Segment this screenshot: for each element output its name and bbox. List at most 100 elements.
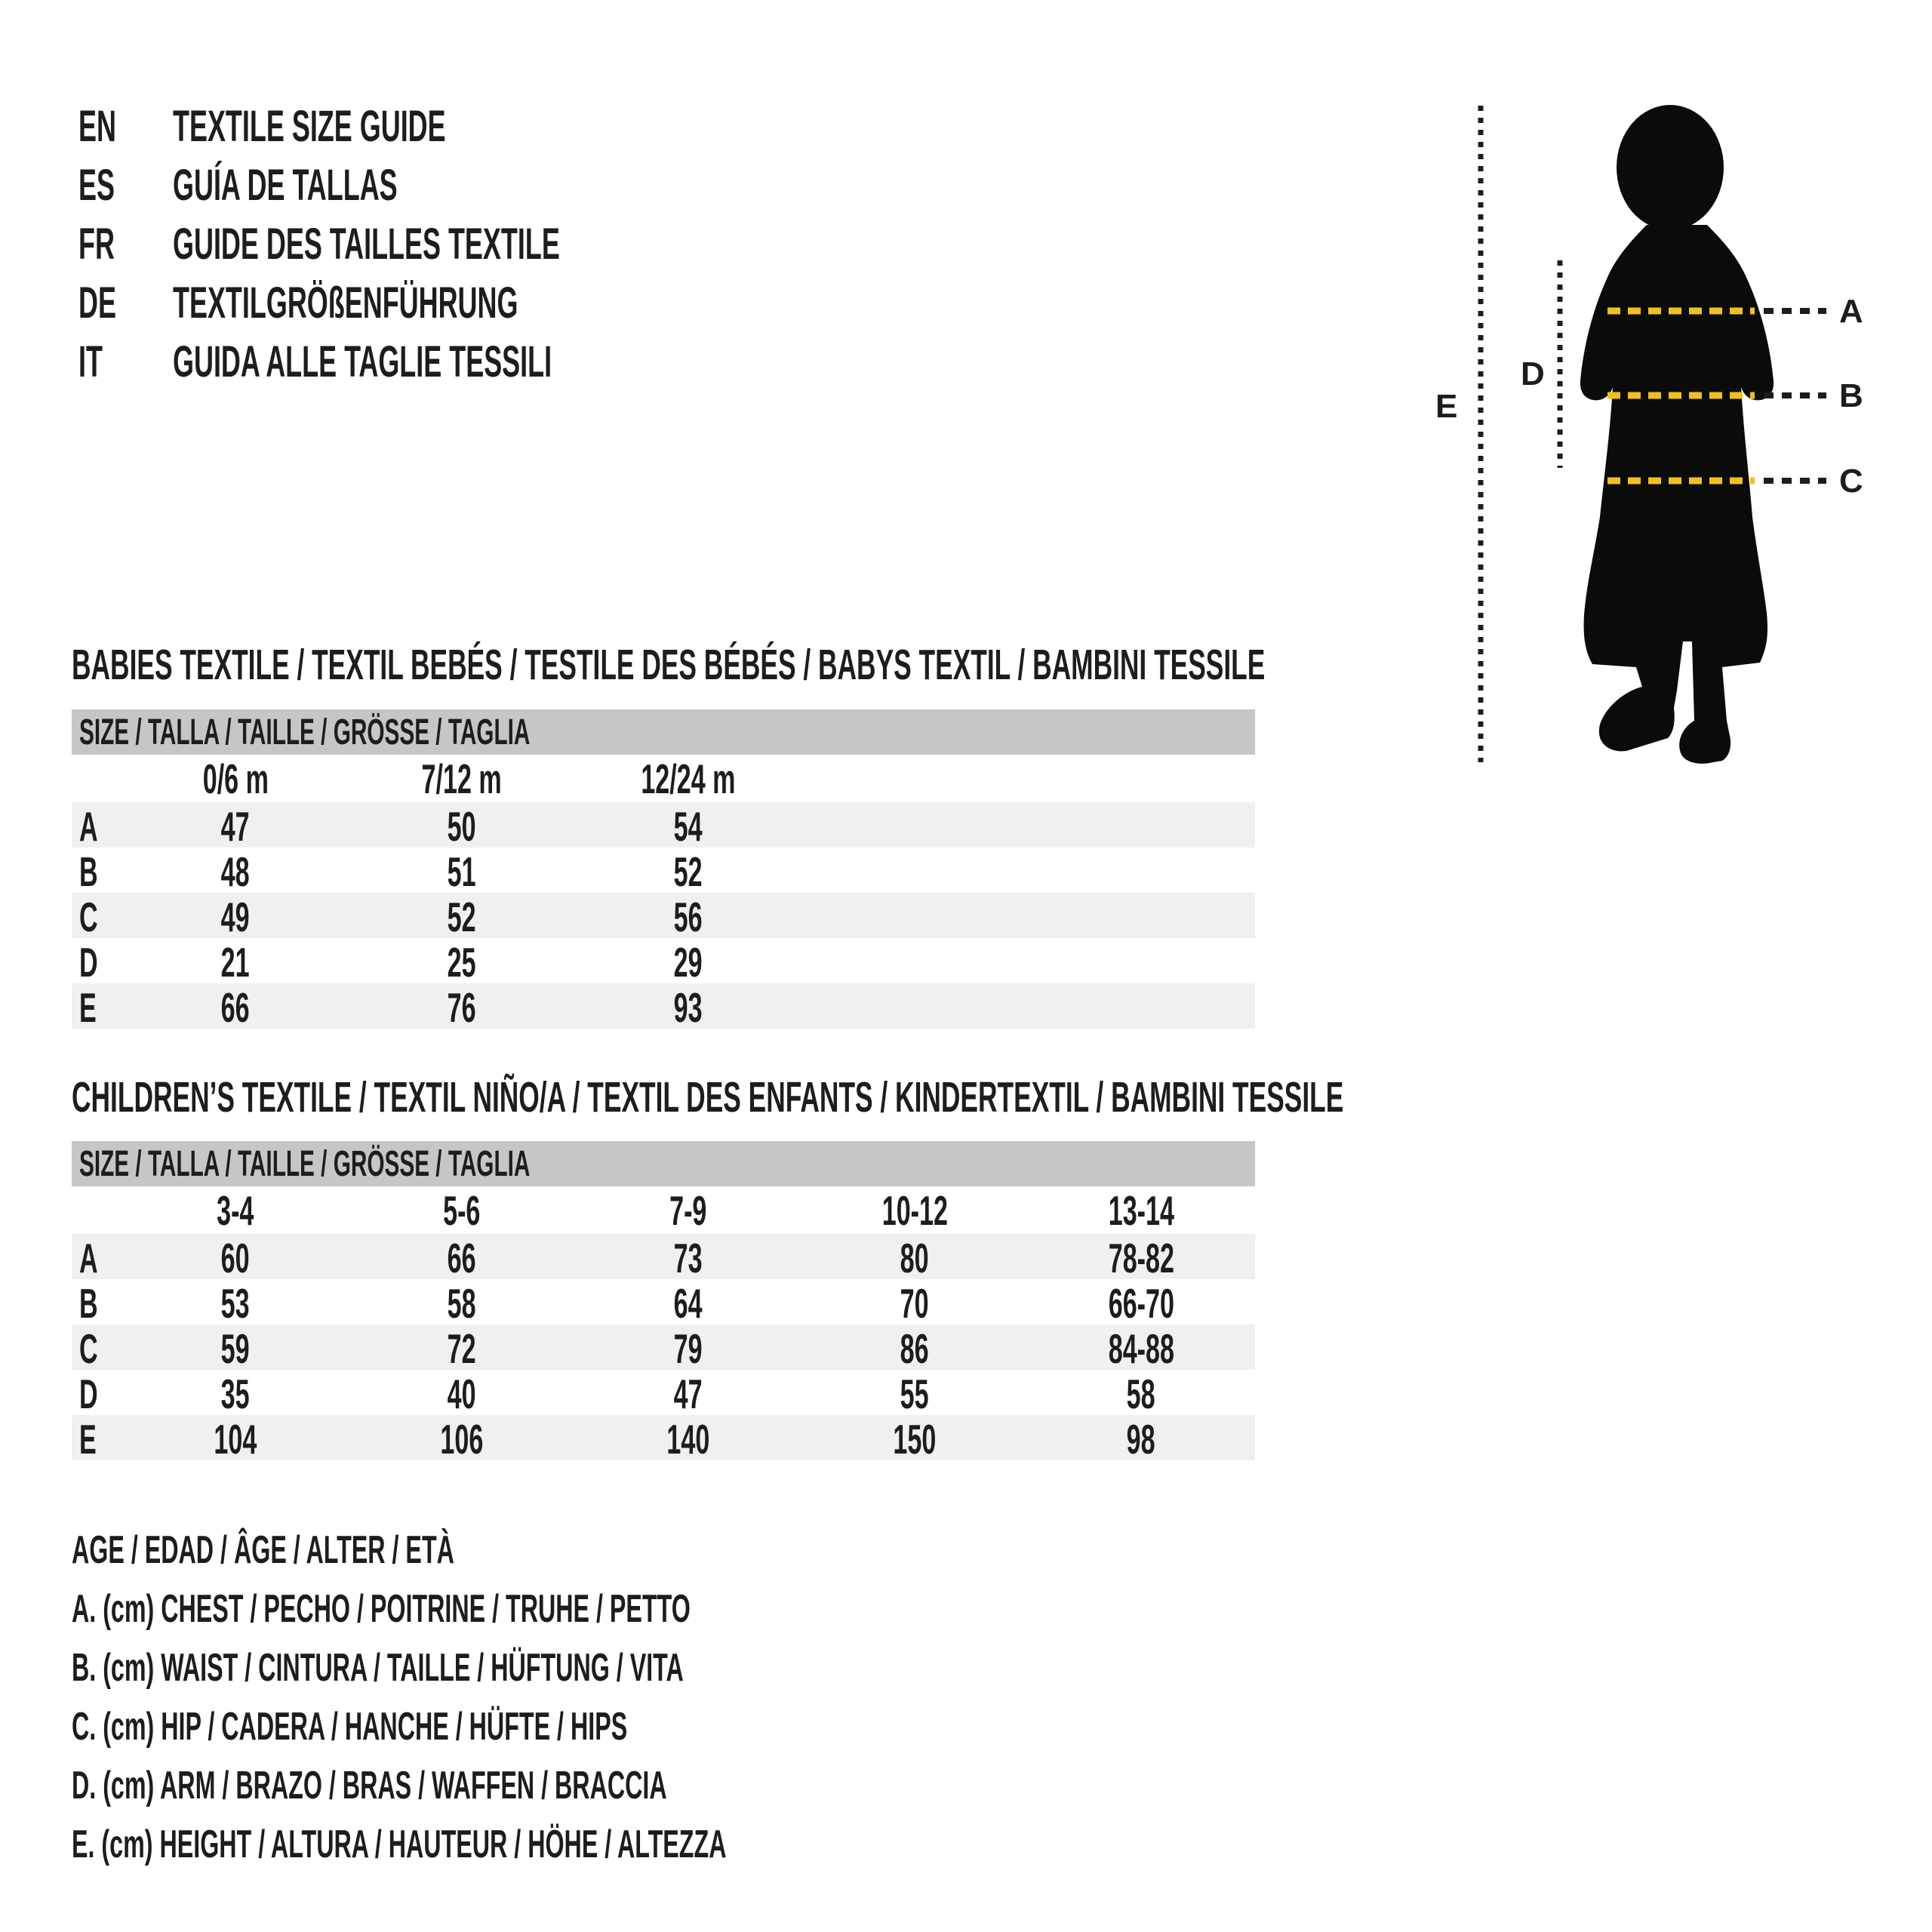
text-label: 72 — [448, 1325, 476, 1372]
text-label: 0/6 m — [202, 755, 269, 802]
text-label: 73 — [674, 1235, 703, 1281]
text-label: 70 — [900, 1280, 929, 1327]
legend-line: AGE / EDAD / ÂGE / ALTER / ETÀ — [72, 1521, 1128, 1580]
text-label: D. (cm) ARM / BRAZO / BRAS / WAFFEN / BR… — [72, 1764, 667, 1807]
label-e: E — [1435, 388, 1457, 425]
language-row: FR GUIDE DES TAILLES TEXTILE — [78, 214, 797, 273]
language-row: EN TEXTILE SIZE GUIDE — [78, 97, 797, 155]
table-body: A 60 66 73 80 78-82 B 53 58 64 70 66-70 C 59 72 79 86 84-… — [72, 1234, 1255, 1463]
label-d: D — [1521, 355, 1545, 392]
text-label: 106 — [440, 1416, 484, 1463]
size-value: 29 — [575, 938, 801, 986]
size-value: 55 — [801, 1370, 1028, 1418]
text-label: 40 — [448, 1371, 476, 1417]
size-value: 54 — [575, 802, 801, 851]
language-code: IT — [78, 337, 173, 387]
language-title: GUIDE DES TAILLES TEXTILE — [173, 219, 797, 269]
text-label: 29 — [674, 939, 703, 986]
size-value: 76 — [349, 983, 575, 1032]
text-label: 64 — [674, 1280, 703, 1327]
row-label: A — [72, 802, 122, 851]
text-label: AGE / EDAD / ÂGE / ALTER / ETÀ — [72, 1528, 454, 1572]
text-label: 79 — [674, 1325, 703, 1372]
text-label: 10-12 — [881, 1187, 948, 1234]
text-label: B — [79, 1280, 98, 1327]
text-label: 7/12 m — [421, 755, 503, 802]
text-label: A — [79, 1235, 98, 1281]
size-value: 66 — [349, 1234, 575, 1282]
size-value: 66-70 — [1028, 1279, 1254, 1327]
language-title: TEXTILGRÖßENFÜHRUNG — [173, 278, 730, 328]
text-label: FR — [78, 219, 115, 269]
text-label: A. (cm) CHEST / PECHO / POITRINE / TRUHE… — [72, 1587, 691, 1631]
size-value: 58 — [349, 1279, 575, 1327]
text-label: 52 — [674, 848, 703, 895]
table-header-bar: SIZE / TALLA / TAILLE / GRÖSSE / TAGLIA — [72, 709, 1255, 755]
text-label: B. (cm) WAIST / CINTURA / TAILLE / HÜFTU… — [72, 1646, 684, 1690]
text-label: 51 — [448, 848, 476, 895]
text-label: 98 — [1127, 1416, 1155, 1463]
babies-size-table: SIZE / TALLA / TAILLE / GRÖSSE / TAGLIA … — [72, 709, 1255, 1032]
row-label: E — [72, 1415, 122, 1463]
text-label: 53 — [221, 1280, 250, 1327]
legend-line: A. (cm) CHEST / PECHO / POITRINE / TRUHE… — [72, 1580, 1128, 1638]
size-value: 150 — [801, 1415, 1028, 1463]
table-row: C 49 52 56 — [72, 893, 1255, 941]
language-title: TEXTILE SIZE GUIDE — [173, 101, 613, 152]
text-label: E. (cm) HEIGHT / ALTURA / HAUTEUR / HÖHE… — [72, 1823, 727, 1866]
text-label: 12/24 m — [641, 755, 736, 802]
text-label: 5-6 — [443, 1187, 481, 1234]
size-value: 47 — [122, 802, 349, 851]
text-label: C — [79, 1325, 98, 1372]
table-row: B 53 58 64 70 66-70 — [72, 1279, 1255, 1327]
text-label: C — [79, 894, 98, 940]
language-row: IT GUIDA ALLE TAGLIE TESSILI — [78, 332, 797, 391]
size-value: 106 — [349, 1415, 575, 1463]
text-label: 58 — [1127, 1371, 1155, 1417]
text-label: TEXTILE SIZE GUIDE — [173, 101, 446, 151]
text-label: 93 — [674, 984, 703, 1031]
text-label: 66-70 — [1108, 1280, 1174, 1327]
measurement-legend: AGE / EDAD / ÂGE / ALTER / ETÀ A. (cm) CH… — [72, 1521, 1128, 1874]
size-value: 52 — [575, 848, 801, 896]
table-row: C 59 72 79 86 84-88 — [72, 1324, 1255, 1373]
legend-line: C. (cm) HIP / CADERA / HANCHE / HÜFTE / … — [72, 1697, 1128, 1756]
child-silhouette-figure: A B C D E — [1435, 105, 1863, 764]
text-label: 48 — [221, 848, 250, 895]
text-label: 35 — [221, 1371, 250, 1417]
table-row: D 21 25 29 — [72, 938, 1255, 986]
babies-section-title: BABIES TEXTILE / TEXTIL BEBÉS / TESTILE … — [72, 641, 1266, 689]
size-value: 86 — [801, 1324, 1028, 1373]
text-label: 49 — [221, 894, 250, 940]
text-label: IT — [78, 337, 103, 386]
text-label: B — [79, 848, 98, 895]
language-title-list: EN TEXTILE SIZE GUIDE ES GUÍA DE TALLAS FR GU… — [78, 97, 797, 391]
text-label: E — [79, 1416, 97, 1463]
text-label: 76 — [448, 984, 476, 1031]
language-row: DE TEXTILGRÖßENFÜHRUNG — [78, 273, 797, 332]
table-row: E 66 76 93 — [72, 983, 1255, 1032]
text-label: GUIDE DES TAILLES TEXTILE — [173, 219, 560, 269]
column-header-row: 3-4 5-6 7-9 10-12 13-14 — [72, 1186, 1255, 1234]
table-row: E 104 106 140 150 98 — [72, 1415, 1255, 1463]
text-label: 58 — [448, 1280, 476, 1327]
column-header: 3-4 — [122, 1186, 349, 1235]
text-label: 140 — [666, 1416, 710, 1463]
size-value: 104 — [122, 1415, 349, 1463]
size-value: 49 — [122, 893, 349, 941]
text-label: 55 — [900, 1371, 929, 1417]
size-value: 59 — [122, 1324, 349, 1373]
table-row: A 47 50 54 — [72, 802, 1255, 851]
language-code: DE — [78, 278, 173, 328]
size-value: 48 — [122, 848, 349, 896]
language-title: GUIDA ALLE TAGLIE TESSILI — [173, 337, 784, 387]
size-value: 66 — [122, 983, 349, 1032]
table-row: B 48 51 52 — [72, 848, 1255, 896]
text-label: A — [79, 803, 98, 850]
size-value: 52 — [349, 893, 575, 941]
size-value: 140 — [575, 1415, 801, 1463]
table-header-bar: SIZE / TALLA / TAILLE / GRÖSSE / TAGLIA — [72, 1141, 1255, 1186]
child-silhouette — [1580, 105, 1774, 764]
text-label: 25 — [448, 939, 476, 986]
size-value: 70 — [801, 1279, 1028, 1327]
